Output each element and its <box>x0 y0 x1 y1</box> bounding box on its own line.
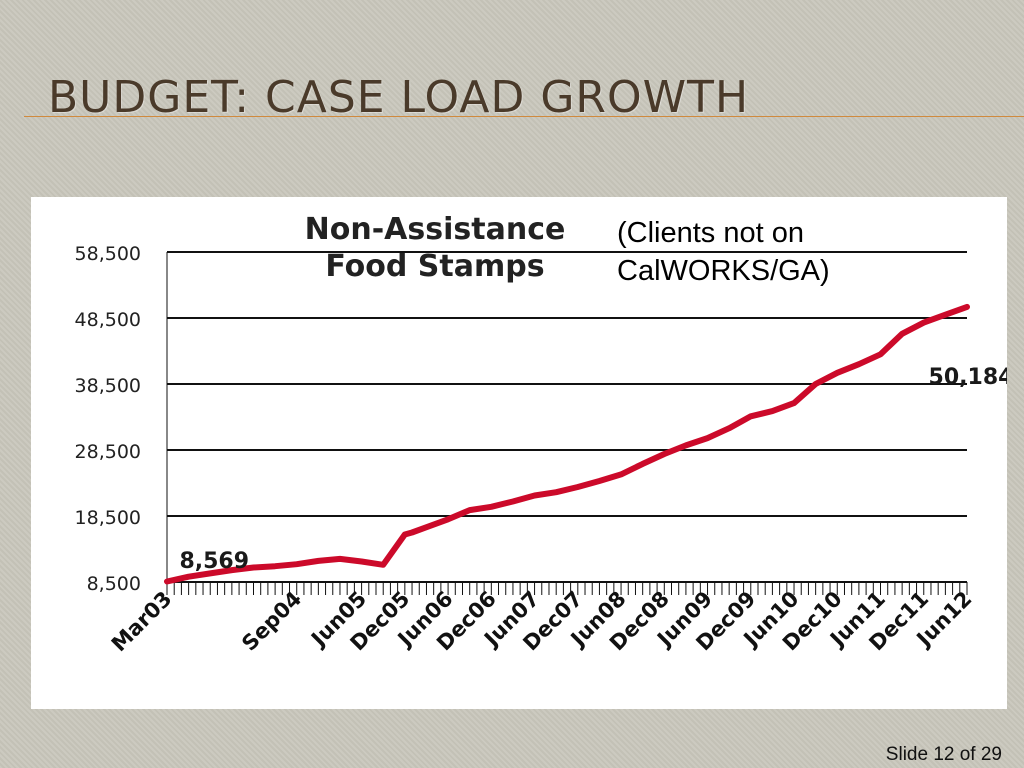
chart-note-line-1: (Clients not on <box>617 217 804 249</box>
x-tick-label: Sep04 <box>237 587 306 656</box>
y-tick-label: 28,500 <box>75 441 141 463</box>
chart-title-line-1: Non-Assistance <box>304 212 566 247</box>
chart-panel: 8,500 18,500 28,500 38,500 48,500 58,500 Mar03… <box>31 197 1007 709</box>
line-chart: 8,500 18,500 28,500 38,500 48,500 58,500 Mar03… <box>75 243 1007 657</box>
slide-number: Slide 12 of 29 <box>885 744 1002 765</box>
y-tick-label: 48,500 <box>75 309 141 331</box>
data-label: 8,569 <box>179 549 249 574</box>
chart-note: (Clients not on CalWORKS/GA) <box>617 214 917 290</box>
slide-title: Budget: Case Load Growth <box>48 72 750 123</box>
chart-title: Non-Assistance Food Stamps <box>279 211 591 285</box>
y-tick-label: 58,500 <box>75 243 141 265</box>
title-rule <box>24 116 1024 117</box>
series-line <box>164 303 970 585</box>
data-label: 50,184 <box>929 365 1007 390</box>
x-tick-label: Mar03 <box>107 587 177 657</box>
y-tick-label: 8,500 <box>87 573 141 595</box>
chart-note-line-2: CalWORKS/GA) <box>617 255 830 287</box>
y-tick-label: 18,500 <box>75 507 141 529</box>
y-tick-label: 38,500 <box>75 375 141 397</box>
chart-title-line-2: Food Stamps <box>325 249 545 284</box>
